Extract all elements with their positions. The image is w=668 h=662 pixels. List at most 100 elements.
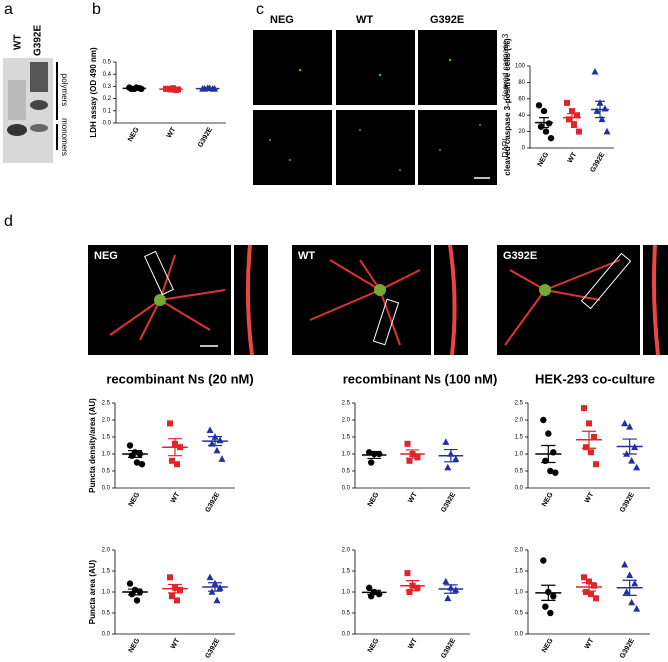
point [593,461,599,468]
gel-band-label: monomers [60,118,69,156]
error-bar [127,87,141,90]
point [591,67,599,75]
point [169,593,175,600]
x-tick-label: WT [584,491,596,505]
point [537,123,545,130]
point [414,584,421,591]
error-bar [581,582,597,592]
y-tick-label: 1.5 [342,435,351,441]
error-bar [622,438,637,455]
error-bar [581,430,597,449]
x-tick-label: WT [170,637,182,651]
panel-label: c [256,1,264,18]
x-tick-label: WT [567,151,579,165]
point [588,591,594,598]
point [442,577,450,585]
image-label: NEG [94,250,118,262]
y-tick-label: 1.0 [515,452,524,458]
chart-title: HEK-293 co-culture [535,371,655,386]
y-tick-label: 0.0 [342,486,351,492]
y-tick-label: 1.0 [515,590,524,596]
x-tick-label: WT [407,637,419,651]
x-tick-label: NEG [537,151,551,168]
point [591,582,597,589]
y-tick-label: 2.5 [515,401,524,407]
error-bar [405,449,420,459]
gel-lane-label: G392E [33,25,44,56]
point [367,459,375,466]
x-tick-label: G392E [440,491,457,514]
error-bar [541,444,556,464]
y-axis-label: LDH assay (OD 490 nm) [89,47,98,138]
x-tick-label: WT [170,491,182,505]
error-bar [127,450,143,458]
y-axis-label: cleaved caspase 3-positive cells (%) [503,38,512,176]
x-tick-label: G392E [204,637,221,660]
chart-title: recombinant Ns (100 nM) [343,371,498,386]
point [547,609,554,617]
point [601,104,609,112]
point [540,107,548,115]
error-bar [207,582,223,592]
point [583,589,589,595]
point [586,420,592,427]
error-bar [539,117,549,129]
y-tick-label: 2.5 [102,401,111,407]
point [586,578,592,585]
point [177,586,183,593]
point [581,574,587,581]
x-tick-label: NEG [128,491,142,508]
y-tick-label: 2.0 [515,418,524,424]
x-tick-label: G392E [619,637,636,660]
y-axis-label: Puncta density/area (AU) [88,398,97,493]
point [133,597,141,604]
point [621,419,629,427]
gel-band-label: polymers [60,74,69,106]
point [566,116,572,123]
y-tick-label: 1.0 [342,452,351,458]
point [213,596,221,604]
chart-title: recombinant Ns (20 nM) [106,371,253,386]
point [628,598,636,606]
point [206,573,214,581]
point [365,449,373,456]
point [633,605,641,612]
y-tick-label: 80 [518,80,525,86]
point [598,115,606,123]
y-tick-label: 100 [515,64,526,70]
error-bar [541,584,556,601]
point [444,594,452,602]
point [138,461,146,468]
point [588,449,594,456]
point [569,108,575,115]
error-bar [595,100,605,119]
point [593,107,601,114]
y-tick-label: 0.5 [342,611,351,617]
y-tick-label: 0.0 [515,632,524,638]
point [404,570,411,577]
y-tick-label: 1.5 [102,569,111,575]
y-tick-label: 1.0 [102,590,111,596]
error-bar [622,579,637,596]
point [552,469,559,476]
point [547,467,554,475]
y-tick-label: 1.0 [342,590,351,596]
point [452,455,460,462]
point [213,446,221,454]
point [581,405,587,412]
y-tick-label: 60 [518,96,525,102]
y-tick-label: 2.0 [342,418,351,424]
x-tick-label: G392E [197,126,214,149]
y-tick-label: 0 [522,146,526,152]
x-tick-label: NEG [128,637,142,654]
point [404,440,411,447]
y-tick-label: 0.5 [342,469,351,475]
y-tick-label: 0.0 [102,486,111,492]
y-tick-label: 1.5 [515,435,524,441]
error-bar [444,448,458,463]
x-tick-label: NEG [541,491,555,508]
y-tick-label: 2.0 [515,548,524,554]
point [574,112,580,119]
y-tick-label: 0.5 [515,611,524,617]
y-tick-label: 0.0 [342,632,351,638]
